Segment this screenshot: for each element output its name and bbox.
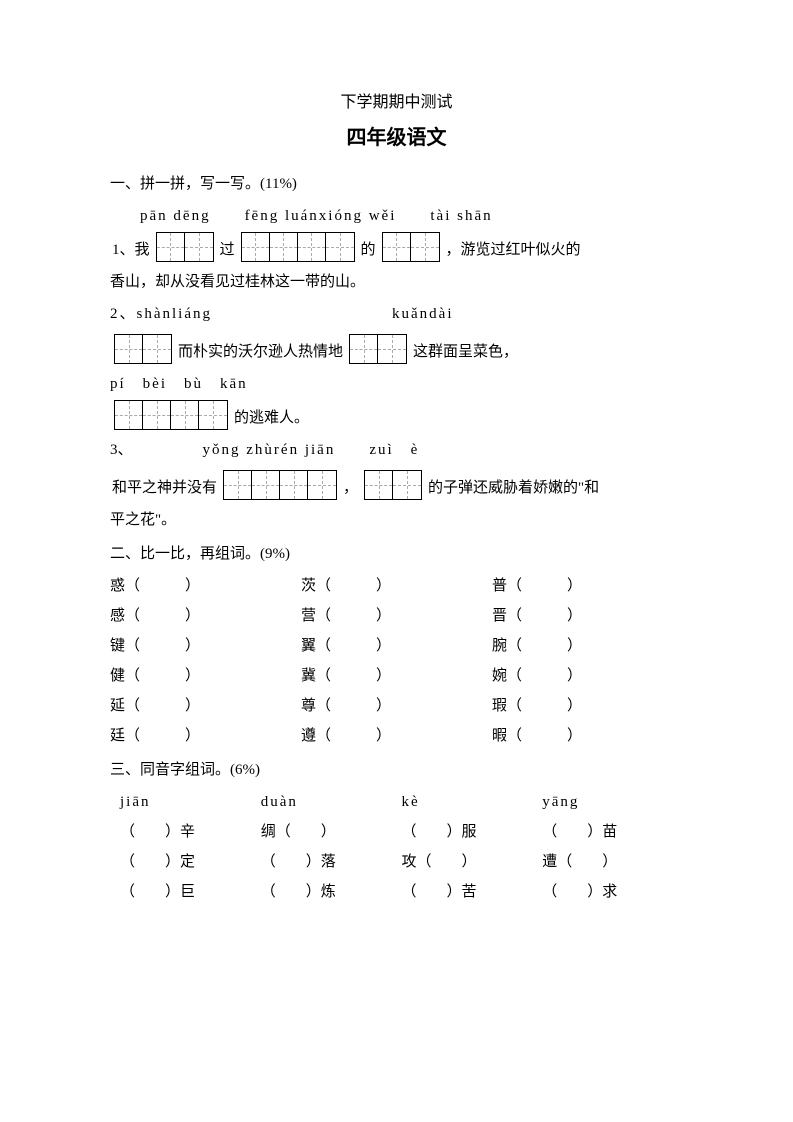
word-cell[interactable]: 翼（ ）	[301, 634, 492, 658]
word-cell[interactable]: 廷（ ）	[110, 724, 301, 748]
exam-title: 四年级语文	[110, 122, 683, 154]
q1-line2: 香山，却从没看见过桂林这一带的山。	[110, 270, 683, 294]
word-cell[interactable]: 遵（ ）	[301, 724, 492, 748]
word-cell[interactable]: （ ）定	[120, 850, 261, 874]
word-cell[interactable]: （ ）苦	[402, 880, 543, 904]
q3-label: 3、	[110, 438, 133, 462]
q2b-pinyin: pí bèi bù kān	[110, 372, 683, 396]
writing-box[interactable]	[114, 400, 228, 430]
word-cell[interactable]: （ ）落	[261, 850, 402, 874]
table-row: （ ）巨（ ）炼（ ）苦（ ）求	[120, 880, 683, 904]
word-cell[interactable]: （ ）炼	[261, 880, 402, 904]
q3-line1: 和平之神并没有 ， 的子弹还威胁着娇嫩的"和	[110, 470, 683, 500]
section3-head: jiān duàn kè yāng	[120, 790, 683, 814]
q2-mid: 而朴实的沃尔逊人热情地	[178, 340, 343, 364]
word-cell[interactable]: 延（ ）	[110, 694, 301, 718]
writing-box[interactable]	[114, 334, 172, 364]
table-row: 延（ ）尊（ ）瑕（ ）	[110, 694, 683, 718]
word-cell[interactable]: 晋（ ）	[492, 604, 683, 628]
word-cell[interactable]: （ ）求	[542, 880, 683, 904]
table-row: 健（ ）冀（ ）婉（ ）	[110, 664, 683, 688]
section3-title: 三、同音字组词。(6%)	[110, 758, 683, 782]
q3-line2: 平之花"。	[110, 508, 683, 532]
word-cell[interactable]: （ ）辛	[120, 820, 261, 844]
section2-title: 二、比一比，再组词。(9%)	[110, 542, 683, 566]
word-cell[interactable]: （ ）苗	[542, 820, 683, 844]
q2b-line: 的逃难人。	[110, 400, 683, 430]
writing-box[interactable]	[364, 470, 422, 500]
q3-post: 的子弹还威胁着娇嫩的"和	[428, 476, 599, 500]
table-row: （ ）辛绸（ ）（ ）服（ ）苗	[120, 820, 683, 844]
word-cell[interactable]: （ ）巨	[120, 880, 261, 904]
table-row: 键（ ）翼（ ）腕（ ）	[110, 634, 683, 658]
q3-pinyin-row: 3、 yǒng zhùrén jiān zuì è	[110, 438, 683, 462]
word-cell[interactable]: 遭（ ）	[542, 850, 683, 874]
word-cell[interactable]: 茨（ ）	[301, 574, 492, 598]
q1-mid1: 过	[220, 238, 235, 262]
table-row: 感（ ）营（ ）晋（ ）	[110, 604, 683, 628]
section1-title: 一、拼一拼，写一写。(11%)	[110, 172, 683, 196]
writing-box[interactable]	[382, 232, 440, 262]
q3-pre: 和平之神并没有	[112, 476, 217, 500]
writing-box[interactable]	[156, 232, 214, 262]
word-cell[interactable]: 暇（ ）	[492, 724, 683, 748]
word-cell[interactable]: 婉（ ）	[492, 664, 683, 688]
word-cell[interactable]: 普（ ）	[492, 574, 683, 598]
q3-mid: ，	[343, 476, 358, 500]
word-cell[interactable]: （ ）服	[402, 820, 543, 844]
section2-table: 惑（ ）茨（ ）普（ ） 感（ ）营（ ）晋（ ） 键（ ）翼（ ）腕（ ） 健（ ）…	[110, 574, 683, 748]
q2-post: 这群面呈菜色，	[413, 340, 518, 364]
s3-head-1: duàn	[261, 790, 402, 814]
word-cell[interactable]: 冀（ ）	[301, 664, 492, 688]
word-cell[interactable]: 营（ ）	[301, 604, 492, 628]
q1-line1: 1、我 过 的 ，游览过红叶似火的	[110, 232, 683, 262]
q2b-post: 的逃难人。	[234, 406, 309, 430]
q1-pre: 1、我	[112, 238, 150, 262]
s3-head-0: jiān	[120, 790, 261, 814]
q2-pinyin-row: 2、shànliáng kuǎndài	[110, 302, 683, 326]
word-cell[interactable]: 尊（ ）	[301, 694, 492, 718]
word-cell[interactable]: 感（ ）	[110, 604, 301, 628]
table-row: （ ）定（ ）落攻（ ）遭（ ）	[120, 850, 683, 874]
q1-mid2: 的	[361, 238, 376, 262]
q2-pinyin-left: 2、shànliáng	[110, 302, 212, 326]
word-cell[interactable]: 健（ ）	[110, 664, 301, 688]
exam-subtitle: 下学期期中测试	[110, 90, 683, 116]
word-cell[interactable]: 惑（ ）	[110, 574, 301, 598]
q2-pinyin-right: kuǎndài	[392, 302, 453, 326]
writing-box[interactable]	[223, 470, 337, 500]
q1-pinyin: pān dēng fēng luánxióng wěi tài shān	[140, 204, 683, 228]
table-row: 惑（ ）茨（ ）普（ ）	[110, 574, 683, 598]
writing-box[interactable]	[241, 232, 355, 262]
s3-head-2: kè	[402, 790, 543, 814]
s3-head-3: yāng	[542, 790, 683, 814]
q1-post: ，游览过红叶似火的	[446, 238, 581, 262]
writing-box[interactable]	[349, 334, 407, 364]
q2-line1: 而朴实的沃尔逊人热情地 这群面呈菜色，	[110, 334, 683, 364]
word-cell[interactable]: 攻（ ）	[402, 850, 543, 874]
word-cell[interactable]: 键（ ）	[110, 634, 301, 658]
q3-pinyin: yǒng zhùrén jiān zuì è	[203, 438, 420, 462]
table-row: 廷（ ）遵（ ）暇（ ）	[110, 724, 683, 748]
section3-table: （ ）辛绸（ ）（ ）服（ ）苗 （ ）定（ ）落攻（ ）遭（ ） （ ）巨（ ）炼…	[110, 820, 683, 904]
word-cell[interactable]: 瑕（ ）	[492, 694, 683, 718]
word-cell[interactable]: 腕（ ）	[492, 634, 683, 658]
word-cell[interactable]: 绸（ ）	[261, 820, 402, 844]
